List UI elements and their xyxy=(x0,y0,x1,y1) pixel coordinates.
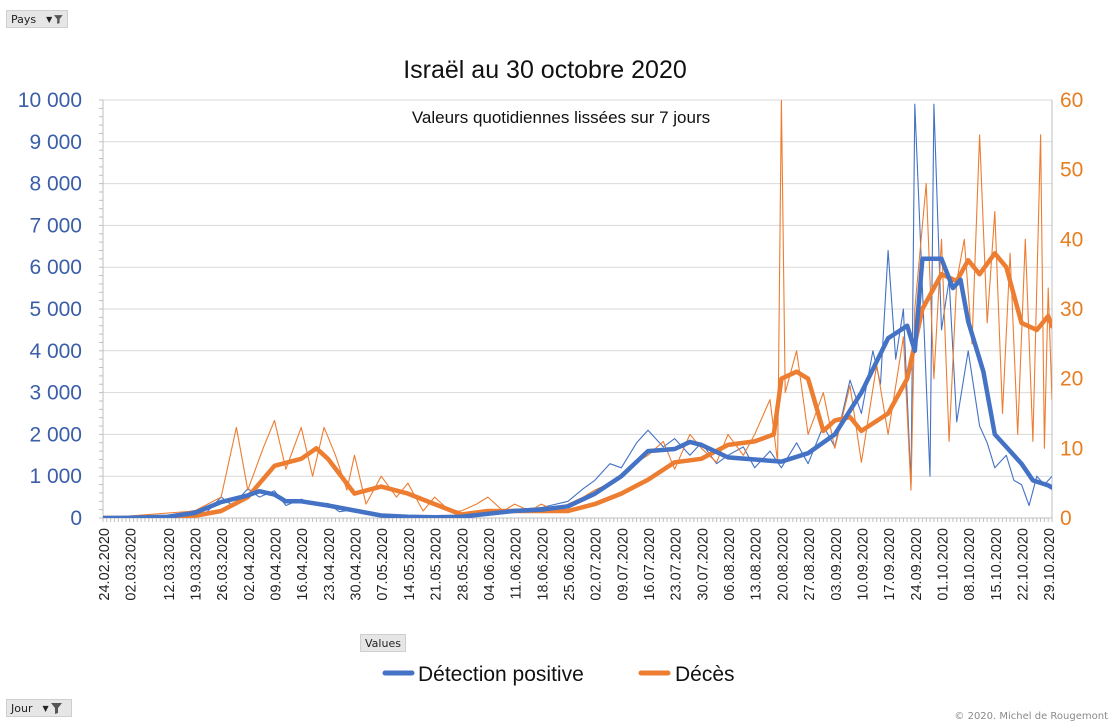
day-filter-label: Jour xyxy=(11,701,33,715)
funnel-icon xyxy=(54,14,63,24)
x-tick-label: 16.04.2020 xyxy=(295,528,311,601)
chevron-down-icon: ▼ xyxy=(42,703,49,713)
x-tick-label: 24.02.2020 xyxy=(97,528,113,601)
x-tick-label: 14.05.2020 xyxy=(402,528,418,601)
x-tick-label: 23.04.2020 xyxy=(322,528,338,601)
x-tick-label: 12.03.2020 xyxy=(162,528,178,601)
x-tick-label: 08.10.2020 xyxy=(962,528,978,601)
x-tick-label: 01.10.2020 xyxy=(935,528,951,601)
y-left-tick-label: 7 000 xyxy=(29,214,82,237)
left-axis: 0 1 000 2 000 3 000 4 000 5 000 6 000 7 000 8 00… xyxy=(18,89,82,530)
legend-label-positive: Détection positive xyxy=(418,663,584,686)
y-left-tick-label: 3 000 xyxy=(29,382,82,405)
x-tick-label: 09.07.2020 xyxy=(615,528,631,601)
x-tick-label: 04.06.2020 xyxy=(482,528,498,601)
country-filter-button[interactable]: Pays ▼ xyxy=(6,10,68,28)
x-tick-label: 18.06.2020 xyxy=(535,528,551,601)
chart-title: Israël au 30 octobre 2020 xyxy=(403,56,687,84)
chevron-down-icon: ▼ xyxy=(46,14,53,24)
y-right-tick-label: 20 xyxy=(1060,368,1083,391)
x-tick-label: 06.08.2020 xyxy=(722,528,738,601)
day-filter-button[interactable]: Jour ▼ xyxy=(6,699,72,717)
x-axis: 24.02.2020 02.03.2020 12.03.2020 19.03.2020… xyxy=(97,99,1058,601)
x-tick-label: 16.07.2020 xyxy=(642,528,658,601)
chart-subtitle: Valeurs quotidiennes lissées sur 7 jours xyxy=(412,108,710,127)
values-field-button[interactable]: Values xyxy=(360,634,406,652)
country-filter-label: Pays xyxy=(11,12,37,26)
y-left-tick-label: 5 000 xyxy=(29,298,82,321)
y-left-tick-label: 0 xyxy=(70,507,82,530)
legend: Détection positive Décès xyxy=(382,663,735,686)
x-tick-label: 20.08.2020 xyxy=(775,528,791,601)
x-tick-label: 30.04.2020 xyxy=(349,528,365,601)
y-left-tick-label: 8 000 xyxy=(29,173,82,196)
x-tick-label: 30.07.2020 xyxy=(695,528,711,601)
y-left-tick-label: 4 000 xyxy=(29,340,82,363)
x-tick-label: 07.05.2020 xyxy=(375,528,391,601)
y-left-tick-label: 6 000 xyxy=(29,256,82,279)
series-smoothed-line-0 xyxy=(103,256,1052,518)
y-left-tick-label: 10 000 xyxy=(18,89,82,112)
legend-label-deaths: Décès xyxy=(675,663,735,686)
x-tick-label: 02.07.2020 xyxy=(589,528,605,601)
x-tick-label: 28.05.2020 xyxy=(455,528,471,601)
y-right-tick-label: 60 xyxy=(1060,89,1083,112)
x-tick-label: 10.09.2020 xyxy=(855,528,871,601)
y-left-tick-label: 2 000 xyxy=(29,423,82,446)
x-tick-label: 13.08.2020 xyxy=(749,528,765,601)
x-tick-label: 23.07.2020 xyxy=(669,528,685,601)
values-field-label: Values xyxy=(365,636,401,650)
y-right-tick-label: 0 xyxy=(1060,507,1072,530)
series-layer xyxy=(103,100,1052,518)
y-right-tick-label: 40 xyxy=(1060,228,1083,251)
x-tick-label: 09.04.2020 xyxy=(269,528,285,601)
x-tick-label: 24.09.2020 xyxy=(909,528,925,601)
right-axis: 0 10 20 30 40 50 60 xyxy=(1060,89,1083,530)
y-right-tick-label: 30 xyxy=(1060,298,1083,321)
x-tick-label: 26.03.2020 xyxy=(215,528,231,601)
x-tick-label: 29.10.2020 xyxy=(1042,528,1058,601)
x-tick-label: 22.10.2020 xyxy=(1016,528,1032,601)
x-tick-label: 25.06.2020 xyxy=(562,528,578,601)
x-tick-label: 21.05.2020 xyxy=(429,528,445,601)
credit-text: © 2020. Michel de Rougemont xyxy=(954,711,1108,722)
x-tick-label: 19.03.2020 xyxy=(188,528,204,601)
y-left-tick-label: 9 000 xyxy=(29,131,82,154)
x-tick-label: 17.09.2020 xyxy=(882,528,898,601)
y-left-tick-label: 1 000 xyxy=(29,465,82,488)
x-tick-label: 03.09.2020 xyxy=(829,528,845,601)
x-tick-label: 15.10.2020 xyxy=(989,528,1005,601)
y-right-tick-label: 50 xyxy=(1060,159,1083,182)
x-tick-label: 02.04.2020 xyxy=(242,528,258,601)
x-tick-label: 02.03.2020 xyxy=(124,528,140,601)
x-tick-label: 27.08.2020 xyxy=(802,528,818,601)
y-right-tick-label: 10 xyxy=(1060,437,1083,460)
x-tick-label: 11.06.2020 xyxy=(509,528,525,600)
funnel-icon xyxy=(50,702,62,714)
